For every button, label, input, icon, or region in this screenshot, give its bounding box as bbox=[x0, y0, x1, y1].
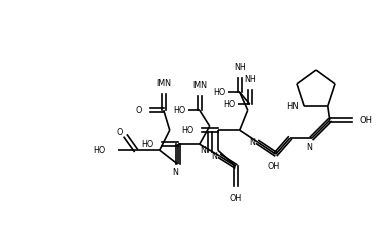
Text: HO: HO bbox=[142, 140, 154, 149]
Text: N: N bbox=[249, 138, 255, 147]
Text: IMN: IMN bbox=[156, 79, 171, 88]
Text: O: O bbox=[135, 106, 142, 115]
Text: NH: NH bbox=[244, 75, 256, 84]
Text: OH: OH bbox=[230, 194, 242, 203]
Text: HO: HO bbox=[94, 146, 106, 155]
Text: O: O bbox=[116, 128, 123, 137]
Text: HO: HO bbox=[223, 100, 236, 109]
Text: HN: HN bbox=[286, 102, 299, 111]
Text: HO: HO bbox=[173, 106, 186, 115]
Text: N: N bbox=[211, 152, 217, 161]
Text: N: N bbox=[172, 168, 178, 177]
Text: HO: HO bbox=[182, 126, 194, 135]
Text: NH: NH bbox=[234, 63, 246, 72]
Text: N: N bbox=[200, 146, 206, 155]
Text: HO: HO bbox=[213, 88, 226, 97]
Text: IMN: IMN bbox=[192, 81, 207, 90]
Text: OH: OH bbox=[360, 116, 373, 125]
Text: OH: OH bbox=[268, 162, 280, 171]
Text: N: N bbox=[306, 143, 312, 152]
